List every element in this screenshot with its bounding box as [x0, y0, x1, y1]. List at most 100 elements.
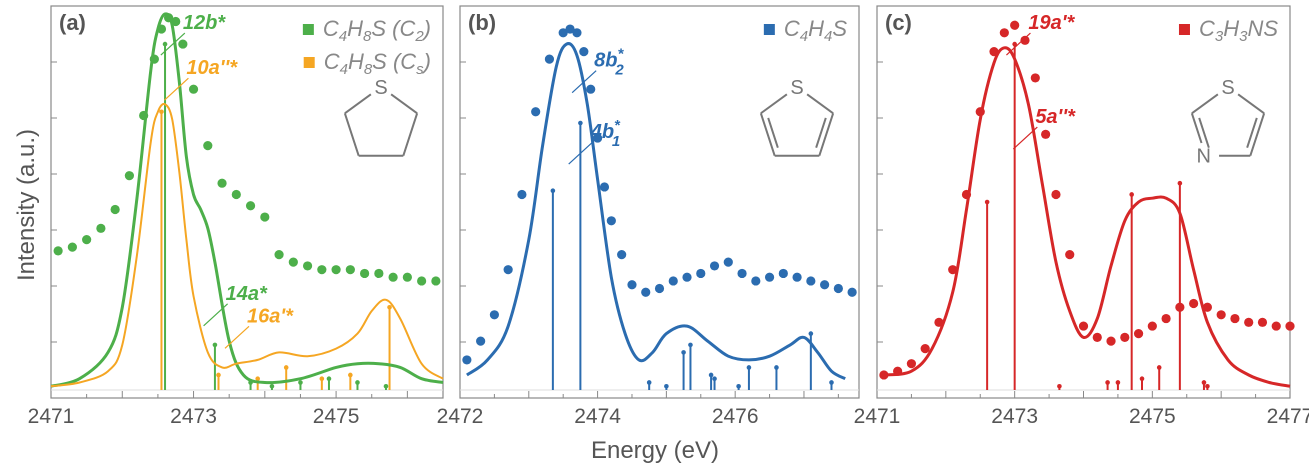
stick-tip: [212, 342, 218, 348]
data-point: [1020, 35, 1030, 45]
data-point: [1030, 73, 1040, 83]
annotation-leader: [568, 141, 594, 165]
data-point: [67, 242, 77, 252]
stick-tip: [550, 188, 556, 194]
panel-c: 2471 2473 2475 2477 (c) C3H3NS 19a'* 5a''* S N: [854, 5, 1309, 428]
data-point: [331, 265, 341, 275]
stick-tip: [1156, 365, 1162, 370]
stick-tip: [326, 376, 332, 382]
data-point: [544, 54, 555, 64]
data-point: [96, 223, 106, 233]
annotation-leader: [164, 77, 189, 101]
data-point: [1010, 20, 1020, 30]
stick-tip: [808, 331, 814, 336]
stick-tip: [159, 109, 164, 115]
bond: [402, 112, 419, 157]
data-point: [668, 276, 678, 286]
x-tick-label: 2475: [313, 405, 360, 428]
data-point: [1202, 302, 1212, 312]
plot-frame: [50, 5, 444, 399]
data-point: [82, 235, 92, 245]
stick-tip: [984, 199, 990, 205]
data-point: [317, 265, 327, 275]
stick-tip: [829, 380, 834, 385]
stick-tip: [681, 350, 686, 355]
stick-tip: [355, 380, 360, 385]
data-point: [1051, 189, 1061, 200]
x-axis-title: Energy (eV): [591, 437, 719, 464]
data-point: [517, 189, 527, 200]
data-point: [627, 280, 637, 290]
series-line: [466, 42, 846, 381]
data-point: [503, 265, 513, 275]
data-point: [558, 28, 568, 38]
stick-tip: [1177, 180, 1183, 186]
panel-label: (c): [885, 10, 912, 35]
molecule-structure: [1190, 93, 1266, 157]
data-point: [586, 84, 596, 94]
data-point: [431, 276, 441, 286]
annotation-leader: [1012, 126, 1038, 150]
data-point: [654, 283, 665, 294]
legend-swatch: [302, 24, 314, 35]
stick-tip: [1139, 376, 1145, 382]
stick-tip: [1201, 380, 1207, 385]
data-point: [696, 268, 706, 279]
data-point: [879, 370, 889, 380]
data-point: [1257, 317, 1268, 327]
data-point: [1285, 321, 1295, 331]
bond: [818, 112, 835, 157]
stick-tip: [1012, 41, 1017, 47]
peak-annotation: 14a*: [226, 283, 268, 305]
legend-swatch: [303, 57, 315, 68]
bond: [806, 93, 834, 115]
data-point: [1161, 313, 1171, 324]
bond: [759, 112, 776, 157]
data-point: [302, 261, 313, 271]
data-point: [920, 344, 930, 354]
stick-tip: [774, 365, 779, 370]
x-tick-label: 2472: [437, 405, 484, 428]
data-point: [360, 268, 370, 279]
double-bond: [1198, 117, 1210, 148]
x-tick-label: 2476: [712, 405, 759, 428]
peak-annotation: 8b* 2: [594, 46, 624, 79]
stick-tip: [348, 372, 353, 378]
annotation-leader: [224, 325, 250, 349]
double-bond: [815, 117, 827, 148]
data-point: [171, 16, 181, 27]
data-point: [231, 189, 241, 200]
data-point: [260, 212, 270, 222]
stick-tip: [736, 383, 741, 389]
data-point: [1230, 313, 1240, 324]
data-point: [1175, 302, 1185, 312]
data-point: [1120, 332, 1130, 342]
stick-tip: [255, 376, 260, 382]
data-point: [778, 268, 788, 279]
molecule-atom-label: N: [1196, 146, 1210, 168]
data-point: [682, 272, 692, 282]
data-point: [188, 84, 199, 94]
molecule-atom-label: S: [1221, 77, 1234, 99]
data-point: [489, 310, 499, 320]
legend-label: C4H8S (C2): [323, 16, 431, 45]
panel-b: 2472 2474 2476 (b) C4H4S 8b* 2 4b* 1 S: [437, 5, 860, 428]
stick-tip: [1205, 383, 1210, 389]
data-point: [345, 265, 355, 275]
stick-tip: [688, 342, 693, 348]
data-point: [606, 216, 616, 226]
stick-tip: [746, 365, 752, 370]
series-line: [50, 12, 444, 388]
data-point: [531, 107, 541, 117]
data-point: [402, 272, 412, 282]
data-point: [1106, 336, 1116, 346]
x-tick-label: 2471: [854, 405, 901, 428]
data-point: [906, 359, 917, 369]
data-point: [417, 276, 427, 286]
bond: [760, 93, 788, 115]
molecule-atom-label: S: [374, 77, 387, 99]
data-point: [764, 272, 775, 282]
data-point: [388, 272, 398, 282]
plot-frame: [876, 5, 1291, 399]
annotation-leader: [1006, 32, 1031, 56]
